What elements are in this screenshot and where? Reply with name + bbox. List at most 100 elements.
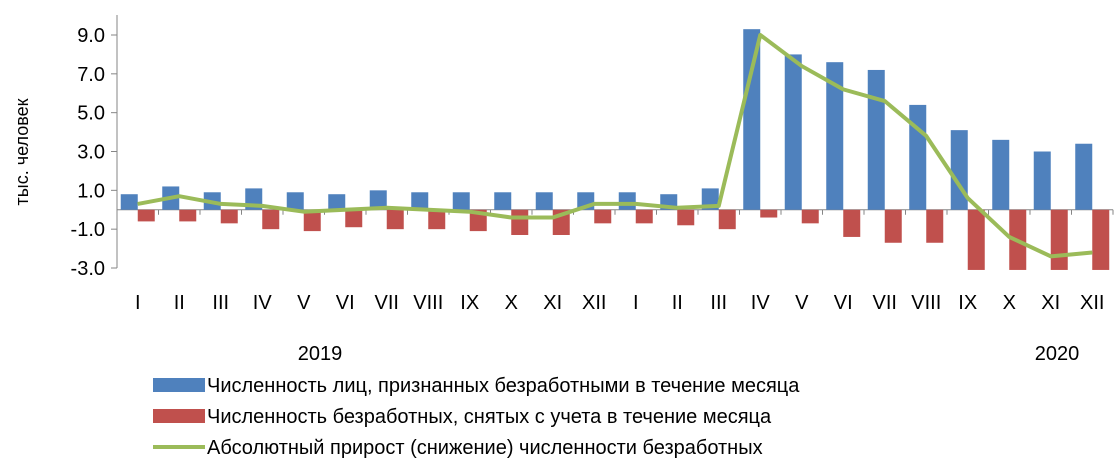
legend-label: Численность лиц, признанных безработными… xyxy=(207,375,800,397)
series-net-change-line xyxy=(137,33,1093,259)
net-change-point xyxy=(925,135,927,137)
net-change-point xyxy=(427,209,429,211)
net-change-point xyxy=(1008,236,1010,238)
net-change-point xyxy=(261,205,263,207)
x-tick-label: XII xyxy=(1080,292,1104,314)
net-change-point xyxy=(552,217,554,219)
bar-removed xyxy=(262,209,280,230)
net-change-point xyxy=(1050,255,1052,257)
x-tick-label: III xyxy=(212,292,229,314)
bar-removed xyxy=(511,209,529,235)
legend: Численность лиц, признанных безработными… xyxy=(153,375,800,459)
x-tick-label: VII xyxy=(375,292,399,314)
bar-removed xyxy=(884,209,902,243)
bar-removed xyxy=(303,209,321,232)
bar-removed xyxy=(220,209,238,224)
x-tick-label: II xyxy=(672,292,683,314)
tick-labels: 9.07.05.03.01.0-1.0-3.0I II III IV V VI VII VII… xyxy=(71,25,1105,314)
y-tick-label: 1.0 xyxy=(77,180,105,202)
bar-removed xyxy=(386,209,404,230)
bar-removed xyxy=(760,209,778,218)
bar-registered xyxy=(867,69,885,210)
series-registered-bars xyxy=(120,29,1093,210)
x-tick-label: I xyxy=(135,292,141,314)
bar-removed xyxy=(967,209,985,270)
net-change-point xyxy=(386,207,388,209)
net-change-point xyxy=(137,203,139,205)
x-tick-label: V xyxy=(795,292,809,314)
x-tick-label: II xyxy=(174,292,185,314)
legend-label: Абсолютный прирост (снижение) численност… xyxy=(207,437,763,459)
bar-registered xyxy=(120,194,138,210)
legend-swatch xyxy=(153,378,205,392)
net-change-point xyxy=(220,203,222,205)
bar-registered xyxy=(826,62,844,210)
x-tick-label: X xyxy=(1003,292,1016,314)
net-change-point xyxy=(676,207,678,209)
x-tick-label: XI xyxy=(543,292,562,314)
x-tick-label: XI xyxy=(1041,292,1060,314)
bar-removed xyxy=(137,209,155,222)
bar-registered xyxy=(784,54,802,210)
y-axis-title: тыс. человек xyxy=(12,98,32,205)
x-tick-label: VIII xyxy=(413,292,443,314)
year-labels: 2019 2020 xyxy=(298,343,1080,365)
bar-registered xyxy=(452,192,470,210)
bar-registered xyxy=(909,104,927,210)
bar-removed xyxy=(843,209,861,237)
y-tick-label: -1.0 xyxy=(71,219,105,241)
bar-registered xyxy=(743,29,761,210)
bar-removed xyxy=(1092,209,1110,270)
net-change-point xyxy=(469,211,471,213)
bar-registered xyxy=(286,192,304,210)
x-tick-label: V xyxy=(297,292,311,314)
legend-swatch xyxy=(153,409,205,423)
bar-registered xyxy=(535,192,553,210)
x-tick-label: VIII xyxy=(911,292,941,314)
bar-removed xyxy=(801,209,819,224)
year-label: 2019 xyxy=(298,343,343,365)
bar-removed xyxy=(926,209,944,243)
net-change-point xyxy=(1091,251,1093,253)
net-change-point xyxy=(967,197,969,199)
y-tick-label: 9.0 xyxy=(77,25,105,47)
x-tick-label: VII xyxy=(873,292,897,314)
x-tick-label: III xyxy=(710,292,727,314)
x-tick-label: VI xyxy=(336,292,355,314)
bar-registered xyxy=(328,194,346,210)
bar-removed xyxy=(179,209,197,222)
bar-removed xyxy=(1050,209,1068,270)
bar-removed xyxy=(345,209,363,228)
y-tick-label: 5.0 xyxy=(77,103,105,125)
net-change-point xyxy=(718,205,720,207)
bar-registered xyxy=(411,192,429,210)
bar-removed xyxy=(677,209,695,226)
bar-removed xyxy=(428,209,446,230)
x-tick-label: IX xyxy=(958,292,977,314)
bar-registered xyxy=(494,192,512,210)
bar-registered xyxy=(369,190,387,210)
bar-registered xyxy=(618,192,636,210)
x-tick-label: VI xyxy=(834,292,853,314)
y-tick-label: -3.0 xyxy=(71,258,105,280)
legend-label: Численность безработных, снятых с учета … xyxy=(207,406,772,428)
net-change-point xyxy=(635,203,637,205)
bar-removed xyxy=(635,209,653,224)
net-change-point xyxy=(842,88,844,90)
net-change-point xyxy=(884,100,886,102)
net-change-point xyxy=(593,203,595,205)
x-tick-label: IV xyxy=(253,292,273,314)
year-label: 2020 xyxy=(1035,343,1080,365)
net-change-line xyxy=(137,33,1093,259)
x-tick-label: XII xyxy=(582,292,606,314)
x-tick-label: I xyxy=(633,292,639,314)
net-change-point xyxy=(303,211,305,213)
x-tick-label: IV xyxy=(751,292,771,314)
y-tick-label: 3.0 xyxy=(77,142,105,164)
y-tick-label: 7.0 xyxy=(77,64,105,86)
series-removed-bars xyxy=(137,209,1110,270)
net-change-point xyxy=(759,34,761,36)
bar-removed xyxy=(594,209,612,224)
net-change-point xyxy=(344,209,346,211)
